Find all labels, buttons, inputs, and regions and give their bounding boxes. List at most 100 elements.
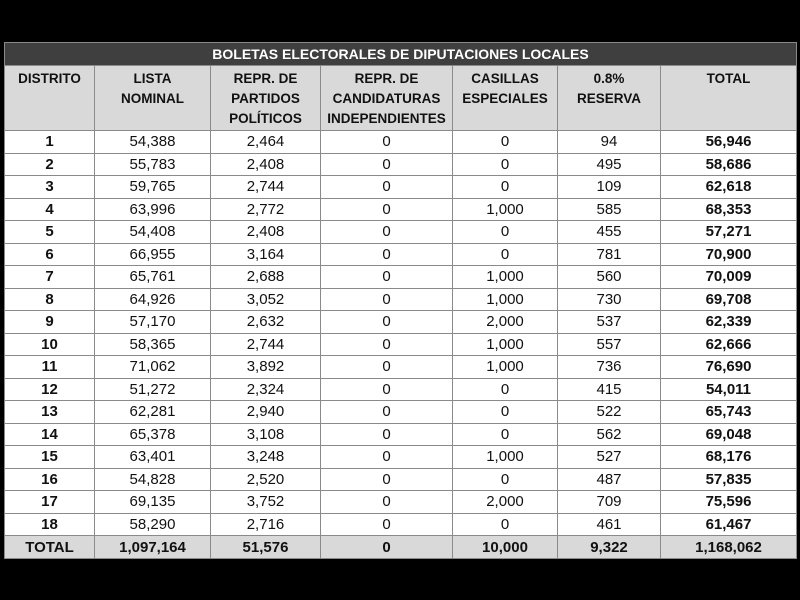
cell-total: 57,835 [659, 467, 798, 491]
column-header-total: TOTAL [659, 65, 798, 131]
cell-independent-reps: 0 [320, 355, 453, 379]
cell-nominal-list: 62,281 [94, 400, 211, 424]
cell-special-booths: 0 [452, 152, 558, 176]
ballots-table: BOLETAS ELECTORALES DE DIPUTACIONES LOCA… [3, 42, 798, 559]
cell-district: 18 [4, 512, 95, 536]
cell-total: 57,271 [659, 220, 798, 244]
cell-district: 17 [4, 490, 95, 514]
cell-total: 62,666 [659, 332, 798, 356]
cell-party-reps: 3,752 [210, 490, 321, 514]
cell-independent-reps: 0 [320, 175, 453, 199]
table-row: 9 57,170 2,632 0 2,000 537 62,339 [4, 310, 798, 334]
table-row: 17 69,135 3,752 0 2,000 709 75,596 [4, 490, 798, 514]
cell-special-booths: 2,000 [452, 310, 558, 334]
cell-total: 69,048 [659, 422, 798, 446]
cell-district: 6 [4, 242, 95, 266]
cell-independent-reps: 0 [320, 130, 453, 154]
cell-reserve: 461 [557, 512, 661, 536]
cell-nominal-list: 64,926 [94, 287, 211, 311]
table-row: 15 63,401 3,248 0 1,000 527 68,176 [4, 445, 798, 469]
cell-nominal-list: 63,401 [94, 445, 211, 469]
cell-special-booths: 1,000 [452, 287, 558, 311]
cell-district: 9 [4, 310, 95, 334]
cell-reserve: 455 [557, 220, 661, 244]
cell-reserve: 730 [557, 287, 661, 311]
table-row: 8 64,926 3,052 0 1,000 730 69,708 [4, 287, 798, 311]
title-row: BOLETAS ELECTORALES DE DIPUTACIONES LOCA… [3, 42, 798, 66]
cell-party-reps: 2,744 [210, 332, 321, 356]
cell-special-booths: 2,000 [452, 490, 558, 514]
cell-nominal-list: 65,761 [94, 265, 211, 289]
cell-independent-reps: 0 [320, 445, 453, 469]
cell-district: 3 [4, 175, 95, 199]
cell-reserve: 709 [557, 490, 661, 514]
table-row: 1 54,388 2,464 0 0 94 56,946 [4, 130, 798, 154]
cell-total: 56,946 [659, 130, 798, 154]
cell-nominal-list: 66,955 [94, 242, 211, 266]
cell-district: 12 [4, 377, 95, 401]
cell-independent-reps: 0 [320, 265, 453, 289]
cell-reserve: 109 [557, 175, 661, 199]
cell-party-reps: 2,324 [210, 377, 321, 401]
cell-party-reps: 2,772 [210, 197, 321, 221]
cell-special-booths: 0 [452, 512, 558, 536]
table-title: BOLETAS ELECTORALES DE DIPUTACIONES LOCA… [3, 42, 798, 66]
cell-independent-reps: 0 [320, 467, 453, 491]
cell-independent-reps: 0 [320, 152, 453, 176]
cell-nominal-list: 58,290 [94, 512, 211, 536]
column-header-party-reps: REPR. DE PARTIDOS POLÍTICOS [210, 65, 321, 131]
cell-total: 69,708 [659, 287, 798, 311]
cell-total: 58,686 [659, 152, 798, 176]
cell-total: 62,339 [659, 310, 798, 334]
cell-party-reps: 2,688 [210, 265, 321, 289]
cell-special-booths: 0 [452, 377, 558, 401]
cell-reserve: 781 [557, 242, 661, 266]
cell-total: 76,690 [659, 355, 798, 379]
cell-reserve: 527 [557, 445, 661, 469]
cell-independent-reps: 0 [320, 400, 453, 424]
cell-special-booths: 0 [452, 130, 558, 154]
total-cell-special-booths: 10,000 [452, 535, 558, 559]
cell-nominal-list: 65,378 [94, 422, 211, 446]
cell-district: 14 [4, 422, 95, 446]
cell-total: 75,596 [659, 490, 798, 514]
cell-special-booths: 1,000 [452, 197, 558, 221]
table-row: 11 71,062 3,892 0 1,000 736 76,690 [4, 355, 798, 379]
cell-independent-reps: 0 [320, 197, 453, 221]
total-cell-nominal-list: 1,097,164 [94, 535, 211, 559]
cell-nominal-list: 54,388 [94, 130, 211, 154]
total-cell-reserve: 9,322 [557, 535, 661, 559]
cell-party-reps: 2,408 [210, 220, 321, 244]
cell-reserve: 94 [557, 130, 661, 154]
cell-total: 65,743 [659, 400, 798, 424]
table-row: 16 54,828 2,520 0 0 487 57,835 [4, 467, 798, 491]
table-row: 12 51,272 2,324 0 0 415 54,011 [4, 377, 798, 401]
cell-independent-reps: 0 [320, 377, 453, 401]
cell-nominal-list: 58,365 [94, 332, 211, 356]
cell-independent-reps: 0 [320, 310, 453, 334]
cell-special-booths: 0 [452, 175, 558, 199]
cell-total: 68,353 [659, 197, 798, 221]
cell-party-reps: 2,716 [210, 512, 321, 536]
cell-independent-reps: 0 [320, 512, 453, 536]
total-cell-total: 1,168,062 [659, 535, 798, 559]
cell-nominal-list: 63,996 [94, 197, 211, 221]
cell-total: 70,900 [659, 242, 798, 266]
cell-reserve: 560 [557, 265, 661, 289]
cell-district: 8 [4, 287, 95, 311]
cell-party-reps: 2,632 [210, 310, 321, 334]
total-cell-district: TOTAL [4, 535, 95, 559]
cell-party-reps: 2,744 [210, 175, 321, 199]
table-row: 14 65,378 3,108 0 0 562 69,048 [4, 422, 798, 446]
cell-total: 68,176 [659, 445, 798, 469]
cell-nominal-list: 51,272 [94, 377, 211, 401]
cell-reserve: 557 [557, 332, 661, 356]
table-row: 4 63,996 2,772 0 1,000 585 68,353 [4, 197, 798, 221]
cell-independent-reps: 0 [320, 332, 453, 356]
cell-reserve: 562 [557, 422, 661, 446]
cell-special-booths: 0 [452, 400, 558, 424]
table-body: 1 54,388 2,464 0 0 94 56,946 2 55,783 2,408 0 0 495 5… [4, 130, 798, 559]
cell-special-booths: 0 [452, 467, 558, 491]
cell-reserve: 415 [557, 377, 661, 401]
cell-nominal-list: 57,170 [94, 310, 211, 334]
